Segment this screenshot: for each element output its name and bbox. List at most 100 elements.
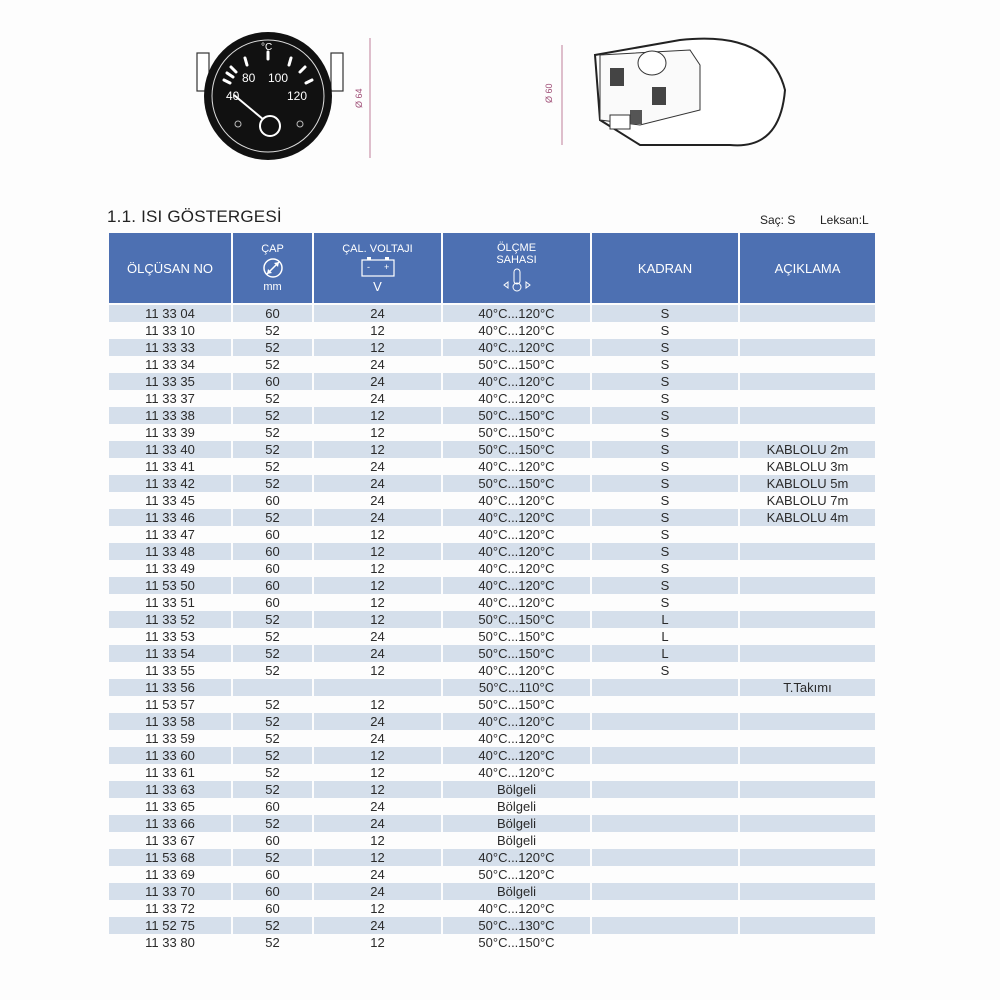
table-row: 11 53 57 52 12 50°C...150°C [109, 696, 875, 713]
cell-voltage: 24 [314, 475, 441, 492]
cell-diameter: 52 [233, 407, 312, 424]
cell-range: 40°C...120°C [478, 663, 555, 678]
cell-range: 40°C...120°C [443, 543, 590, 560]
cell-part-no: 11 33 47 [145, 527, 195, 542]
cell-range: 50°C...110°C [443, 679, 590, 696]
header-description: AÇIKLAMA [740, 233, 875, 305]
cell-diameter: 52 [233, 815, 312, 832]
gauge-scale-label: 80 [242, 71, 256, 85]
cell-dial [592, 764, 738, 781]
table-row: 11 33 46 52 24 40°C...120°C S KABLOLU 4m [109, 509, 875, 526]
cell-part-no: 11 33 38 [109, 407, 231, 424]
cell-part-no: 11 33 45 [145, 493, 195, 508]
section-title: 1.1. ISI GÖSTERGESİ [107, 207, 282, 226]
table-row: 11 33 66 52 24 Bölgeli [109, 815, 875, 832]
cell-range: 40°C...120°C [443, 373, 590, 390]
cell-range: 50°C...150°C [443, 611, 590, 628]
cell-dial: S [660, 527, 670, 542]
cell-dial [592, 747, 738, 764]
cell-diameter: 60 [265, 833, 280, 848]
cell-diameter: 52 [265, 629, 280, 644]
table-row: 11 33 04 60 24 40°C...120°C S [109, 305, 875, 322]
cell-part-no: 11 33 49 [145, 561, 195, 576]
table-row: 11 53 68 52 12 40°C...120°C [109, 849, 875, 866]
cell-part-no: 11 33 42 [109, 475, 231, 492]
cell-diameter: 52 [233, 645, 312, 662]
thermometer-icon [502, 268, 531, 292]
table-row: 11 33 38 52 12 50°C...150°C S [109, 407, 875, 424]
gauge-scale-label: 40 [226, 89, 240, 103]
cell-voltage: 12 [370, 561, 385, 576]
cell-part-no: 11 33 41 [145, 459, 195, 474]
cell-range: 50°C...150°C [478, 357, 555, 372]
cell-part-no: 11 33 66 [109, 815, 231, 832]
cell-dial: S [592, 509, 738, 526]
cell-description [740, 390, 875, 407]
cell-voltage: 12 [314, 407, 441, 424]
cell-voltage: 12 [314, 543, 441, 560]
cell-description: T.Takımı [740, 679, 875, 696]
cell-range: 50°C...150°C [443, 475, 590, 492]
cell-range: 40°C...120°C [478, 901, 555, 916]
table-row: 11 33 52 52 12 50°C...150°C L [109, 611, 875, 628]
cell-description [740, 781, 875, 798]
cell-voltage: 24 [314, 645, 441, 662]
cell-voltage: 12 [370, 833, 385, 848]
table-row: 11 33 56 50°C...110°C T.Takımı [109, 679, 875, 696]
cell-range: 50°C...120°C [478, 867, 555, 882]
legend-sac: Saç: S [760, 213, 796, 227]
cell-range: 40°C...120°C [443, 747, 590, 764]
cell-description [740, 407, 875, 424]
cell-diameter: 60 [233, 543, 312, 560]
table-row: 11 33 35 60 24 40°C...120°C S [109, 373, 875, 390]
cell-description [740, 662, 875, 679]
cell-voltage: 12 [314, 441, 441, 458]
cell-part-no: 11 33 70 [109, 883, 231, 900]
cell-description [740, 917, 875, 934]
cell-range: 40°C...120°C [478, 561, 555, 576]
cell-diameter: 52 [233, 849, 312, 866]
header-range: ÖLÇME SAHASI [443, 233, 590, 305]
cell-part-no: 11 33 46 [109, 509, 231, 526]
cell-range: 40°C...120°C [478, 731, 555, 746]
cell-description: KABLOLU 7m [766, 493, 849, 508]
table-row: 11 33 80 52 12 50°C...150°C [109, 934, 875, 951]
cell-part-no: 11 53 68 [109, 849, 231, 866]
cell-dial: L [592, 645, 738, 662]
header-part-no: ÖLÇÜSAN NO [109, 233, 231, 305]
cell-description [740, 373, 875, 390]
cell-voltage: 12 [314, 339, 441, 356]
cell-dial: S [660, 425, 670, 440]
battery-icon: - + [360, 256, 395, 277]
cell-dial: S [592, 577, 738, 594]
cell-dial: S [660, 595, 670, 610]
cell-diameter: 60 [233, 305, 312, 322]
table-row: 11 33 58 52 24 40°C...120°C [109, 713, 875, 730]
cell-voltage: 12 [370, 901, 385, 916]
cell-description [740, 322, 875, 339]
legend-leksan: Leksan:L [820, 213, 869, 227]
cell-description [740, 849, 875, 866]
gauge-scale-label: 120 [287, 89, 307, 103]
cell-dial: S [660, 357, 670, 372]
cell-dial [592, 815, 738, 832]
cell-dial [592, 696, 738, 713]
cell-part-no: 11 52 75 [109, 917, 231, 934]
cell-dial: S [592, 543, 738, 560]
cell-dial [592, 917, 738, 934]
cell-description [740, 934, 875, 951]
cell-dial: S [592, 339, 738, 356]
cell-description [740, 883, 875, 900]
cell-description [740, 526, 875, 543]
cell-diameter: 60 [265, 527, 280, 542]
table-row: 11 33 60 52 12 40°C...120°C [109, 747, 875, 764]
header-diameter: ÇAP mm [233, 233, 312, 305]
cell-range: 50°C...150°C [478, 697, 555, 712]
product-table: ÖLÇÜSAN NO ÇAP mm ÇAL. VOLTAJI - + V ÖLÇM… [107, 233, 877, 951]
cell-diameter: 52 [265, 697, 280, 712]
cell-description [740, 543, 875, 560]
cell-diameter: 52 [265, 323, 280, 338]
cell-voltage: 12 [314, 577, 441, 594]
cell-voltage: 24 [370, 799, 385, 814]
cell-range: Bölgeli [496, 833, 537, 848]
